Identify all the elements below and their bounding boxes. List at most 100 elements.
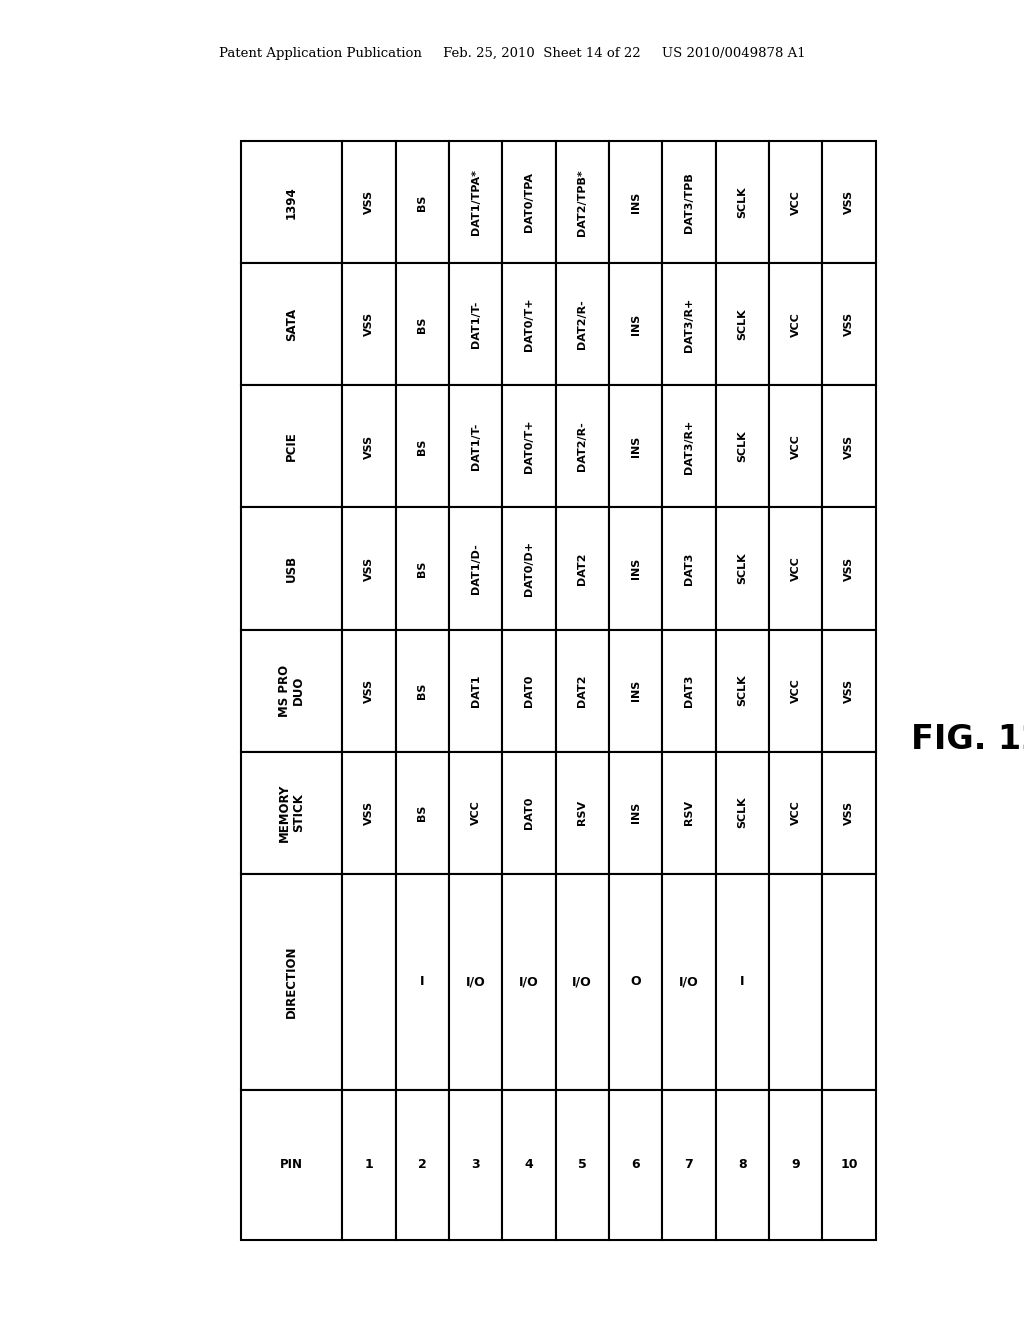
Bar [556,874,609,1090]
Text: DAT1: DAT1 [471,675,480,706]
Bar [449,751,502,874]
Bar [502,385,556,507]
Text: BS: BS [417,438,427,454]
Bar [609,874,663,1090]
Bar [822,264,876,385]
Text: I/O: I/O [572,975,592,989]
Bar [663,874,716,1090]
Text: DAT0/T+: DAT0/T+ [524,298,534,351]
Bar [395,507,449,630]
Bar [395,630,449,751]
Text: 8: 8 [738,1159,746,1171]
Text: VSS: VSS [844,313,854,337]
Bar [769,264,822,385]
Bar [449,1090,502,1239]
Text: RSV: RSV [684,800,694,825]
Bar [241,507,342,630]
Bar [342,874,395,1090]
Bar [502,630,556,751]
Bar [663,630,716,751]
Bar [342,385,395,507]
Text: VSS: VSS [364,800,374,825]
Bar [769,385,822,507]
Bar [449,385,502,507]
Bar [769,141,822,264]
Bar [769,751,822,874]
Bar [502,507,556,630]
Bar [502,1090,556,1239]
Bar [609,141,663,264]
Text: VSS: VSS [364,434,374,458]
Bar [342,751,395,874]
Bar [716,141,769,264]
Bar [822,385,876,507]
Text: BS: BS [417,560,427,577]
Text: VSS: VSS [844,190,854,214]
Text: 4: 4 [524,1159,534,1171]
Bar [449,507,502,630]
Text: 3: 3 [471,1159,480,1171]
Text: 5: 5 [578,1159,587,1171]
Text: DAT0/D+: DAT0/D+ [524,541,534,597]
Text: FIG. 12B: FIG. 12B [911,723,1024,756]
Bar [663,751,716,874]
Bar [609,630,663,751]
Bar [716,874,769,1090]
Bar [716,264,769,385]
Text: VSS: VSS [364,557,374,581]
Bar [769,1090,822,1239]
Text: VCC: VCC [791,434,801,459]
Text: DAT2: DAT2 [578,552,587,585]
Text: DAT0/TPA: DAT0/TPA [524,173,534,232]
Text: RSV: RSV [578,800,587,825]
Text: INS: INS [631,314,641,335]
Bar [241,751,342,874]
Text: VSS: VSS [844,800,854,825]
Text: SCLK: SCLK [737,553,748,585]
Text: SATA: SATA [285,308,298,341]
Bar [241,264,342,385]
Text: VSS: VSS [364,678,374,702]
Bar [449,141,502,264]
Bar [822,874,876,1090]
Bar [556,507,609,630]
Bar [716,751,769,874]
Text: O: O [630,975,641,989]
Bar [769,630,822,751]
Text: VSS: VSS [364,190,374,214]
Bar [609,264,663,385]
Text: BS: BS [417,317,427,333]
Text: INS: INS [631,803,641,824]
Text: 9: 9 [792,1159,800,1171]
Text: DAT3: DAT3 [684,552,694,585]
Bar [449,874,502,1090]
Text: I/O: I/O [466,975,485,989]
Bar [342,1090,395,1239]
Bar [609,507,663,630]
Text: VCC: VCC [471,800,480,825]
Bar [716,507,769,630]
Text: VCC: VCC [791,190,801,215]
Bar [822,141,876,264]
Text: DAT1/TPA*: DAT1/TPA* [471,169,480,235]
Bar [556,141,609,264]
Bar [663,1090,716,1239]
Bar [769,874,822,1090]
Bar [556,751,609,874]
Text: I/O: I/O [519,975,539,989]
Text: INS: INS [631,191,641,213]
Bar [716,630,769,751]
Bar [241,874,342,1090]
Text: SCLK: SCLK [737,309,748,341]
Text: USB: USB [285,554,298,582]
Bar [556,1090,609,1239]
Text: I: I [420,975,425,989]
Bar [609,751,663,874]
Text: 1: 1 [365,1159,374,1171]
Bar [822,630,876,751]
Bar [822,1090,876,1239]
Bar [663,264,716,385]
Text: DAT2/TPB*: DAT2/TPB* [578,169,587,236]
Bar [769,507,822,630]
Text: SCLK: SCLK [737,186,748,218]
